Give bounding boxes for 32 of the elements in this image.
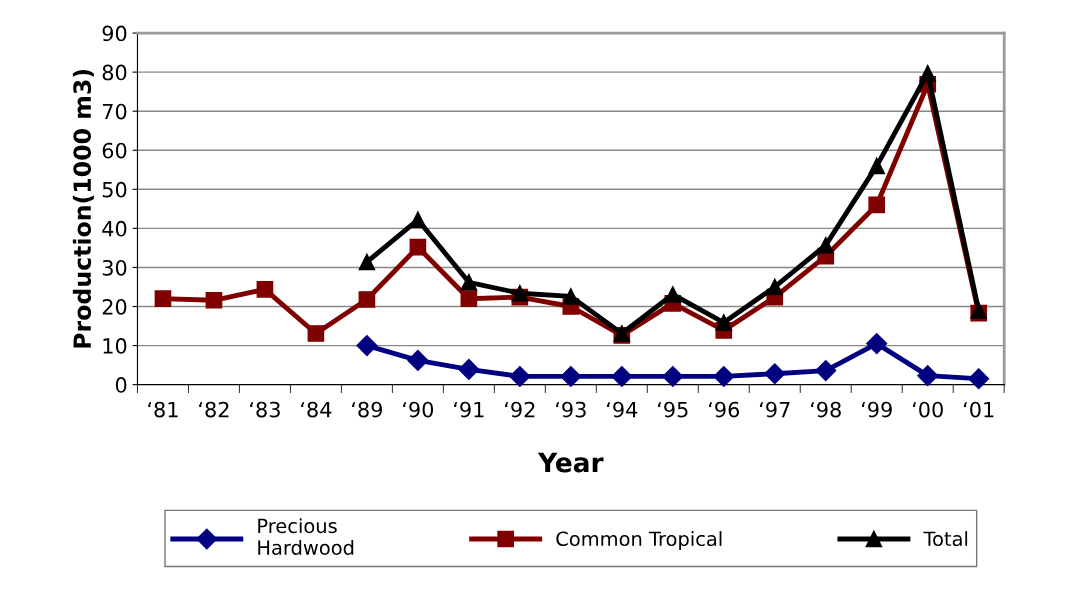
x-tick-label: ‘93: [556, 401, 586, 418]
x-tick-label: ‘99: [861, 401, 892, 418]
x-tick-label: ‘92: [505, 401, 535, 418]
x-tick-label: ‘91: [454, 401, 484, 418]
x-tick-label: ‘97: [759, 401, 790, 418]
y-tick-label: 90: [102, 25, 127, 42]
x-tick-label: ‘94: [607, 401, 638, 418]
x-tick-label: ‘01: [963, 401, 994, 418]
legend-label: Common Tropical: [556, 531, 722, 550]
x-tick-label: ‘96: [708, 401, 740, 418]
x-tick-label: ‘82: [199, 401, 229, 418]
legend-label: Precious Hardwood: [258, 518, 354, 555]
y-tick-label: 50: [102, 181, 127, 198]
y-tick-label: 20: [102, 298, 127, 315]
y-tick-label: 40: [102, 220, 127, 237]
y-tick-label: 0: [115, 377, 127, 393]
x-tick-label: ‘89: [352, 401, 382, 418]
x-tick-label: ‘81: [148, 401, 178, 418]
x-axis-title: Year: [537, 452, 604, 473]
legend-label: Total: [923, 531, 968, 547]
y-tick-label: 30: [102, 259, 127, 276]
y-tick-label: 70: [102, 103, 127, 120]
y-axis-title: Production(1000 m3): [72, 69, 94, 348]
x-tick-label: ‘95: [658, 401, 688, 418]
y-tick-label: 60: [102, 142, 127, 159]
y-tick-label: 10: [103, 338, 127, 354]
x-tick-label: ‘90: [403, 401, 434, 418]
x-tick-label: ‘00: [912, 401, 943, 418]
x-tick-label: ‘98: [810, 401, 841, 418]
y-tick-label: 80: [102, 64, 127, 81]
x-tick-label: ‘83: [250, 401, 280, 418]
x-tick-label: ‘84: [301, 401, 332, 418]
